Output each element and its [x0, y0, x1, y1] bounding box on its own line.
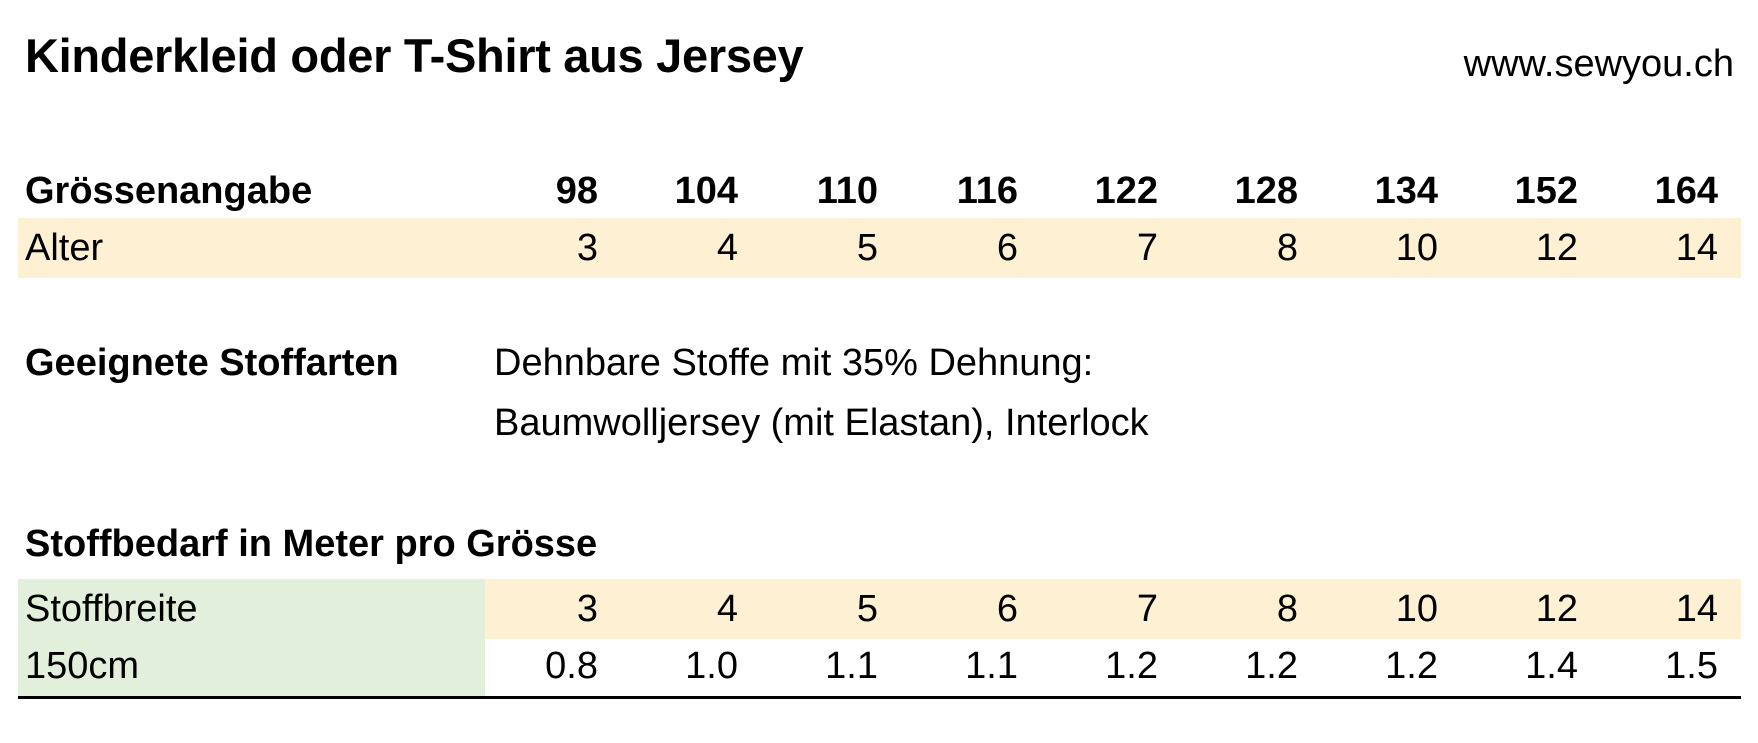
table-cell: 110	[816, 170, 878, 212]
fabric-width-row: Stoffbreite 3 4 5 6 7 8 10 12 14	[18, 579, 1741, 639]
table-bottom-border	[18, 696, 1741, 699]
fabric-width-cells: 3 4 5 6 7 8 10 12 14	[18, 579, 1741, 639]
fabric-150cm-label: 150cm	[25, 645, 140, 687]
table-cell: 5	[856, 227, 878, 269]
table-cell: 0.8	[545, 645, 598, 687]
table-cell: 1.5	[1665, 645, 1718, 687]
fabric-150cm-cells: 0.8 1.0 1.1 1.1 1.2 1.2 1.2 1.4 1.5	[18, 636, 1741, 696]
table-cell: 3	[576, 588, 598, 630]
table-cell: 6	[996, 588, 1018, 630]
table-cell: 8	[1276, 227, 1298, 269]
table-cell: 4	[716, 588, 738, 630]
table-cell: 1.2	[1385, 645, 1438, 687]
fabric-types-line-1: Dehnbare Stoffe mit 35% Dehnung:	[494, 342, 1094, 384]
table-cell: 1.4	[1525, 645, 1578, 687]
fabric-need-label-column	[18, 579, 485, 699]
table-cell: 116	[956, 170, 1018, 212]
table-cell: 1.1	[965, 645, 1018, 687]
table-cell: 10	[1395, 588, 1438, 630]
table-cell: 14	[1675, 588, 1718, 630]
table-cell: 1.2	[1245, 645, 1298, 687]
table-cell: 98	[555, 170, 598, 212]
fabric-width-label: Stoffbreite	[25, 588, 198, 630]
table-cell: 1.1	[825, 645, 878, 687]
table-cell: 10	[1395, 227, 1438, 269]
fabric-need-heading: Stoffbedarf in Meter pro Grösse	[25, 523, 598, 565]
table-cell: 1.2	[1105, 645, 1158, 687]
table-cell: 128	[1234, 170, 1298, 212]
age-cells: 3 4 5 6 7 8 10 12 14	[18, 218, 1741, 278]
table-cell: 14	[1675, 227, 1718, 269]
table-cell: 6	[996, 227, 1018, 269]
table-cell: 5	[856, 588, 878, 630]
table-cell: 7	[1136, 588, 1158, 630]
age-row: Alter 3 4 5 6 7 8 10 12 14	[18, 218, 1741, 278]
age-label: Alter	[25, 227, 104, 269]
fabric-types-line-2: Baumwolljersey (mit Elastan), Interlock	[494, 402, 1149, 444]
table-cell: 122	[1094, 170, 1158, 212]
size-row: Grössenangabe 98 104 110 116 122 128 134 152 164	[18, 161, 1741, 221]
table-cell: 3	[576, 227, 598, 269]
table-cell: 164	[1654, 170, 1718, 212]
table-cell: 134	[1374, 170, 1438, 212]
table-cell: 8	[1276, 588, 1298, 630]
table-cell: 12	[1535, 588, 1578, 630]
table-cell: 1.0	[685, 645, 738, 687]
table-cell: 4	[716, 227, 738, 269]
table-cell: 152	[1514, 170, 1578, 212]
website-url: www.sewyou.ch	[1463, 43, 1734, 85]
table-cell: 12	[1535, 227, 1578, 269]
table-cell: 104	[674, 170, 738, 212]
table-cell: 7	[1136, 227, 1158, 269]
size-cells: 98 104 110 116 122 128 134 152 164	[18, 161, 1741, 221]
fabric-need-highlight	[485, 579, 1741, 639]
fabric-types-label: Geeignete Stoffarten	[25, 342, 399, 384]
fabric-150cm-row: 150cm 0.8 1.0 1.1 1.1 1.2 1.2 1.2 1.4 1.5	[18, 636, 1741, 696]
page-title: Kinderkleid oder T-Shirt aus Jersey	[25, 29, 804, 82]
size-label: Grössenangabe	[25, 170, 313, 212]
